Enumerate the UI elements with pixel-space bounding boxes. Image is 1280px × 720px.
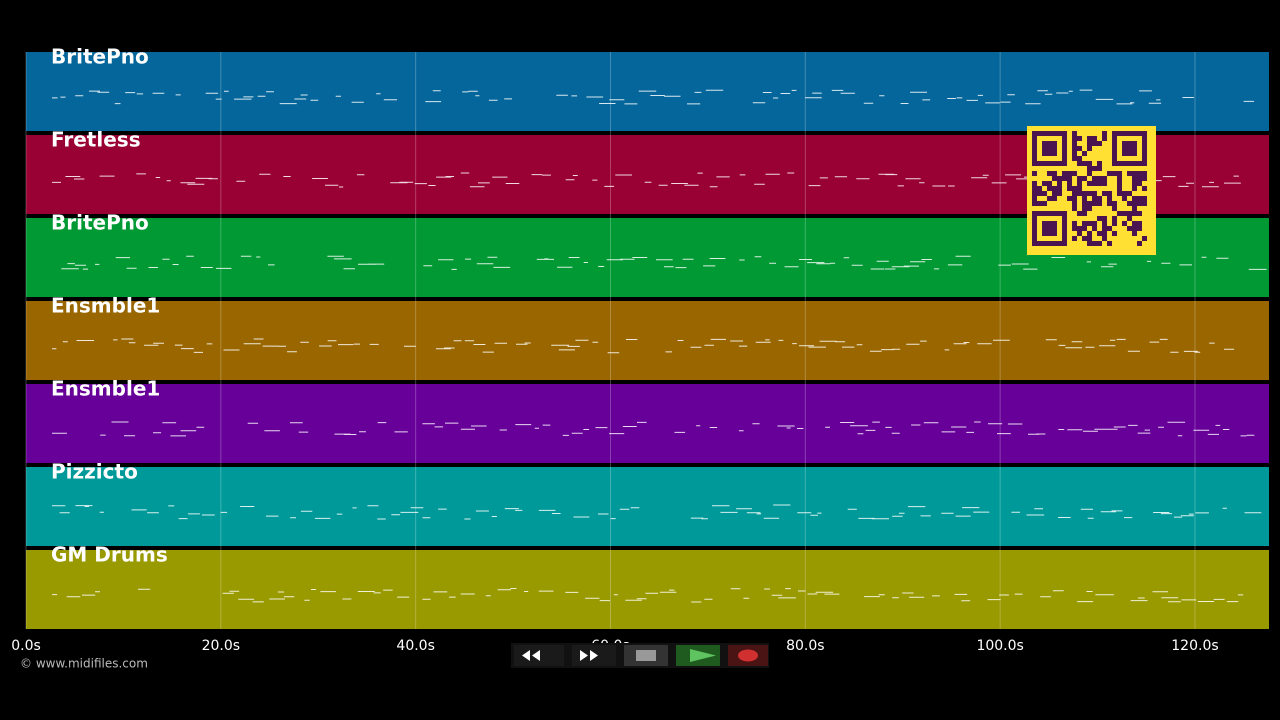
note-pattern (52, 338, 1235, 354)
track-lane (26, 467, 1269, 546)
tick-label: 20.0s (202, 638, 240, 654)
note-pattern (61, 255, 1267, 270)
note-pattern (52, 89, 1254, 105)
qr-pattern (1032, 131, 1147, 246)
track-name: Ensmble1 (51, 377, 160, 401)
tick-label: 80.0s (786, 638, 824, 654)
track-name: Pizzicto (51, 460, 138, 484)
track-name: BritePno (51, 45, 149, 69)
track-name: Fretless (51, 128, 141, 152)
track-names: BritePno Fretless BritePno Ensmble1 Ensmble1… (51, 45, 168, 567)
note-pattern (52, 504, 1262, 520)
track-lane (26, 301, 1269, 380)
copyright: © www.midifiles.com (20, 657, 148, 671)
tick-label: 40.0s (396, 638, 434, 654)
note-pattern (52, 588, 1244, 603)
tick-label: 100.0s (976, 638, 1023, 654)
play-button[interactable] (676, 645, 720, 666)
tick-label: 0.0s (11, 638, 41, 654)
track-name: Ensmble1 (51, 294, 160, 318)
stop-button[interactable] (624, 645, 668, 666)
rewind-button[interactable] (514, 645, 564, 666)
track-name: GM Drums (51, 543, 168, 567)
record-button[interactable] (728, 645, 768, 666)
transport-controls (511, 643, 769, 668)
tick-label: 120.0s (1171, 638, 1218, 654)
forward-button[interactable] (572, 645, 616, 666)
track-lane (26, 384, 1269, 463)
note-pattern (52, 421, 1255, 437)
track-name: BritePno (51, 211, 149, 235)
track-lane (26, 550, 1269, 629)
qr-code (1027, 126, 1156, 255)
